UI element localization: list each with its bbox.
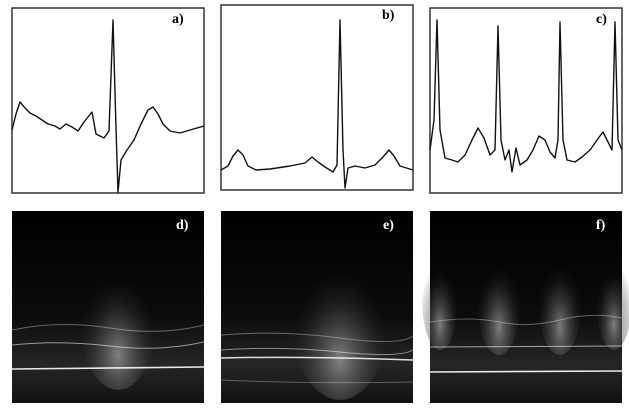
cone bbox=[596, 250, 629, 350]
panel-label: f) bbox=[596, 218, 606, 233]
panel-a: a) bbox=[11, 7, 205, 194]
scalogram bbox=[430, 211, 622, 403]
panel-label: d) bbox=[176, 218, 189, 233]
frame bbox=[11, 7, 205, 194]
panel-d: d) bbox=[11, 211, 205, 403]
band bbox=[429, 314, 623, 326]
band bbox=[11, 323, 205, 332]
panel-c: c) bbox=[429, 7, 623, 194]
panel-label: a) bbox=[172, 12, 184, 27]
band bbox=[220, 356, 414, 361]
band bbox=[429, 370, 623, 373]
cone bbox=[538, 245, 582, 355]
band bbox=[11, 341, 205, 349]
panel-b: b) bbox=[220, 4, 414, 191]
cone bbox=[292, 240, 388, 400]
frame bbox=[220, 4, 414, 191]
cone bbox=[422, 250, 458, 350]
ecg-signal bbox=[11, 19, 205, 193]
band bbox=[220, 332, 414, 343]
panel-label: c) bbox=[596, 12, 607, 27]
ecg-signal bbox=[429, 19, 623, 173]
frame bbox=[429, 7, 623, 194]
ecg-signal bbox=[220, 19, 414, 189]
panel-e: e) bbox=[220, 211, 414, 403]
band bbox=[220, 379, 414, 384]
panel-label: e) bbox=[383, 218, 394, 233]
panel-label: b) bbox=[382, 8, 395, 23]
cone bbox=[477, 245, 521, 355]
band bbox=[429, 345, 623, 348]
panel-f: f) bbox=[422, 211, 629, 403]
cone bbox=[80, 250, 156, 390]
band bbox=[220, 347, 414, 356]
band bbox=[11, 366, 205, 370]
